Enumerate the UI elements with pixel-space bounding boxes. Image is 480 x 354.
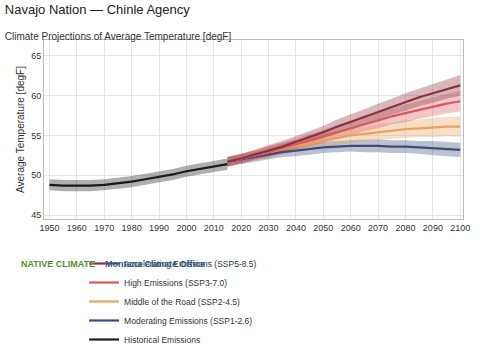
svg-text:2090: 2090 [423, 223, 443, 233]
svg-text:Middle of the Road (SSP2-4.5): Middle of the Road (SSP2-4.5) [124, 297, 240, 307]
svg-text:NATIVE CLIMATE: NATIVE CLIMATE [21, 259, 95, 269]
svg-text:2050: 2050 [313, 223, 333, 233]
svg-text:1970: 1970 [94, 223, 114, 233]
svg-text:55: 55 [31, 131, 41, 141]
svg-text:1990: 1990 [149, 223, 169, 233]
svg-text:2010: 2010 [204, 223, 224, 233]
svg-text:2020: 2020 [231, 223, 251, 233]
svg-text:2030: 2030 [259, 223, 279, 233]
svg-text:2000: 2000 [176, 223, 196, 233]
svg-text:50: 50 [31, 170, 41, 180]
svg-text:60: 60 [31, 91, 41, 101]
svg-text:Navajo Nation — Chinle Agency: Navajo Nation — Chinle Agency [5, 2, 190, 17]
svg-text:1960: 1960 [67, 223, 87, 233]
svg-text:45: 45 [31, 210, 41, 220]
svg-text:Moderating Emissions (SSP1-2.6: Moderating Emissions (SSP1-2.6) [124, 316, 252, 326]
svg-text:65: 65 [31, 51, 41, 61]
svg-text:1980: 1980 [122, 223, 142, 233]
svg-text:2080: 2080 [395, 223, 415, 233]
svg-text:1950: 1950 [39, 223, 59, 233]
svg-text:2070: 2070 [368, 223, 388, 233]
svg-text:2060: 2060 [341, 223, 361, 233]
svg-text:Average Temperature [degF]: Average Temperature [degF] [15, 66, 26, 193]
svg-text:High Emissions (SSP3-7.0): High Emissions (SSP3-7.0) [124, 278, 227, 288]
svg-text:Historical Emissions: Historical Emissions [124, 335, 200, 345]
svg-text:2040: 2040 [286, 223, 306, 233]
svg-text:Climate Projections of Average: Climate Projections of Average Temperatu… [5, 31, 232, 42]
svg-text:2100: 2100 [450, 223, 470, 233]
svg-text:Montana Climate Office: Montana Climate Office [105, 259, 205, 269]
svg-text:Accelerating Emissions (SSP5-8: Accelerating Emissions (SSP5-8.5) [124, 259, 256, 269]
